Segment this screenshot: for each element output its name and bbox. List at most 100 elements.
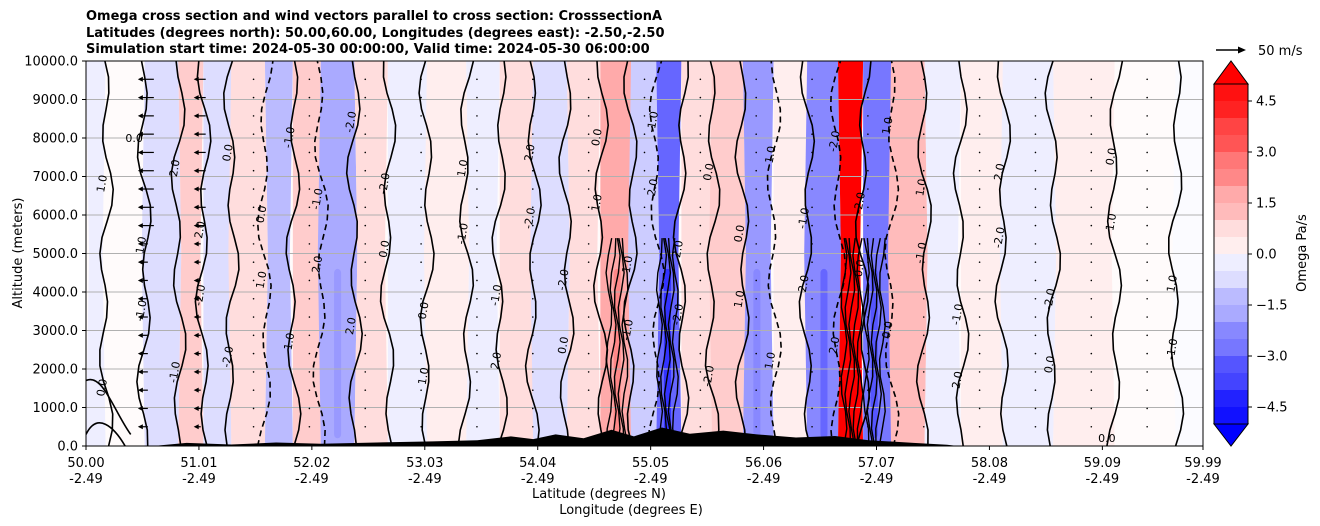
wind-vector-head [193,296,199,302]
contour-line [592,61,610,446]
x-tick-label-lon: -2.49 [295,472,329,487]
x-tick-label-lon: -2.49 [69,472,103,487]
title-line-2: Latitudes (degrees north): 50.00,60.00, … [86,25,665,41]
wind-vector-head [193,204,199,210]
wind-vector-dot [1034,78,1037,81]
wind-vector-dot [755,243,757,245]
colorbar-tick-label: 3.0 [1256,146,1277,161]
contour-line-dense [874,237,883,446]
chart-title: Omega cross section and wind vectors par… [86,9,665,59]
contour-line-dense [605,237,613,446]
wind-vector-dot [252,407,255,410]
wind-vector-dot [699,115,702,117]
contour-line [136,61,152,446]
wind-vector-dot [811,316,813,318]
wind-vector-dot [1146,188,1148,190]
wind-vector-dot [252,371,255,373]
y-tick-label: 2000.0 [33,363,79,378]
wind-vector-dot [1034,371,1037,373]
wind-vector-dot [1090,169,1093,172]
wind-vector-dot [867,389,869,391]
wind-vector-dot [811,371,813,373]
wind-vector-dot [978,78,981,81]
y-tick-label: 3000.0 [33,324,79,339]
contour-line [829,61,847,446]
wind-vector-dot [587,407,590,410]
wind-vector-dot [643,334,646,337]
quiver-key-label: 50 m/s [1258,44,1303,59]
wind-vector-dot [1146,297,1148,300]
contour-label: -2.0 [192,284,209,307]
wind-vector-dot [867,206,869,209]
wind-vector-dot [364,78,367,81]
wind-vector-dot [978,243,981,245]
omega-core [820,268,828,439]
y-tick-label: 5000.0 [33,247,79,262]
omega-core [663,268,671,439]
wind-vector-dot [476,316,478,318]
x-tick-label-lon: -2.49 [182,472,216,487]
wind-vector-dot [532,115,534,117]
wind-vector-dot [308,279,311,282]
wind-vector-dot [699,261,702,263]
wind-vector-dot [532,169,534,172]
wind-vector-dot [755,206,757,209]
wind-vector-dot [643,279,646,282]
wind-vector-head [193,113,199,119]
contour-line [379,61,397,446]
wind-vector-dot [532,206,534,209]
wind-vector-dot [755,425,757,428]
contour-label: 1.0 [913,178,929,197]
contour-label: 0.0 [852,259,868,278]
contour-label: 0.0 [220,143,236,162]
wind-vector-dot [252,115,255,117]
wind-vector-dot [978,169,981,172]
wind-vector-dot [978,316,981,318]
contour-label: 1.0 [732,289,748,308]
contour-label: 1.0 [762,351,778,370]
wind-vector-dot [476,371,478,373]
wind-vector-dot [308,133,311,135]
wind-vector-dot [1090,261,1093,263]
wind-vector-dot [1034,334,1037,337]
contour-line [222,61,240,446]
wind-vector-dot [1034,151,1037,154]
contour-label: 0.0 [701,162,717,181]
x-axis-label-lon: Longitude (degrees E) [559,503,703,518]
wind-vector-dot [699,243,702,245]
wind-vector-dot [1146,316,1148,318]
wind-vector-head [137,259,143,265]
wind-vector-dot [587,389,590,391]
contour-line [734,61,750,446]
wind-vector-head [137,95,143,101]
wind-vector-dot [811,352,813,355]
wind-vector-dot [755,407,757,410]
wind-vector-dot [1090,243,1093,245]
contour-label: 2.0 [950,370,966,389]
wind-vector-dot [420,425,422,428]
omega-core [846,268,857,439]
wind-vector-dot [1034,243,1037,245]
wind-vector-dot [755,297,757,300]
wind-vector-dot [699,316,702,318]
wind-vector-dot [420,407,422,410]
contour-line-dense [862,237,870,446]
wind-vector-dot [308,425,311,428]
wind-vector-dot [587,316,590,318]
wind-vector-dot [532,407,534,410]
wind-vector-dot [1146,133,1148,135]
contour-line [558,61,575,446]
wind-vector-dot [922,371,925,373]
contour-label: -2.0 [851,191,868,214]
wind-vector-dot [1034,297,1037,300]
wind-vector-head [193,369,199,375]
contour-line [418,61,435,446]
wind-vector-dot [420,371,422,373]
contour-label: 2.0 [827,336,843,355]
contour-label: -1.0 [309,187,326,210]
wind-vector-dot [420,169,422,172]
colorbar-segment [1214,390,1248,407]
contour-label: 2.0 [645,178,661,197]
y-tick-label: 8000.0 [33,132,79,147]
